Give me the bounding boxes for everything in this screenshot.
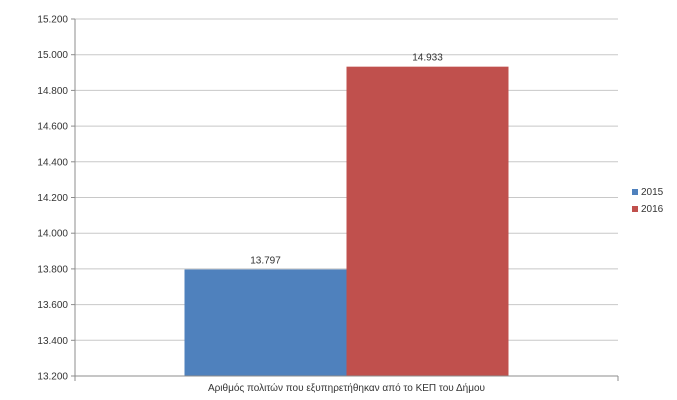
y-tick-label: 14.400 [37, 157, 68, 168]
legend: 2015 2016 [632, 187, 664, 215]
legend-swatch-2015 [632, 189, 638, 195]
data-label-2016: 14.933 [412, 53, 443, 64]
y-tick-label: 14.600 [37, 122, 68, 133]
y-tick-label: 13.200 [37, 372, 68, 383]
category-label: Αριθμός πολιτών που εξυπηρετήθηκαν από τ… [208, 382, 485, 394]
axes [74, 19, 619, 381]
legend-label-2016: 2016 [641, 204, 664, 215]
legend-label-2015: 2015 [641, 187, 664, 198]
bars [184, 66, 509, 377]
y-tick-label: 13.800 [37, 264, 68, 275]
y-tick-label: 15.200 [37, 15, 68, 26]
y-tick-label: 13.600 [37, 300, 68, 311]
y-tick-label: 14.800 [37, 86, 68, 97]
data-labels: 13.797 14.933 [250, 53, 443, 267]
y-tick-label: 13.400 [37, 336, 68, 347]
legend-swatch-2016 [632, 206, 638, 212]
data-label-2015: 13.797 [250, 255, 281, 266]
bar-2015 [184, 269, 347, 376]
bar-2016 [346, 66, 509, 377]
y-tick-label: 15.000 [37, 50, 68, 61]
y-tick-label: 14.200 [37, 193, 68, 204]
y-axis-ticks: 13.200 13.400 13.600 13.800 14.000 14.200 14.4… [37, 15, 75, 383]
y-tick-label: 14.000 [37, 229, 68, 240]
